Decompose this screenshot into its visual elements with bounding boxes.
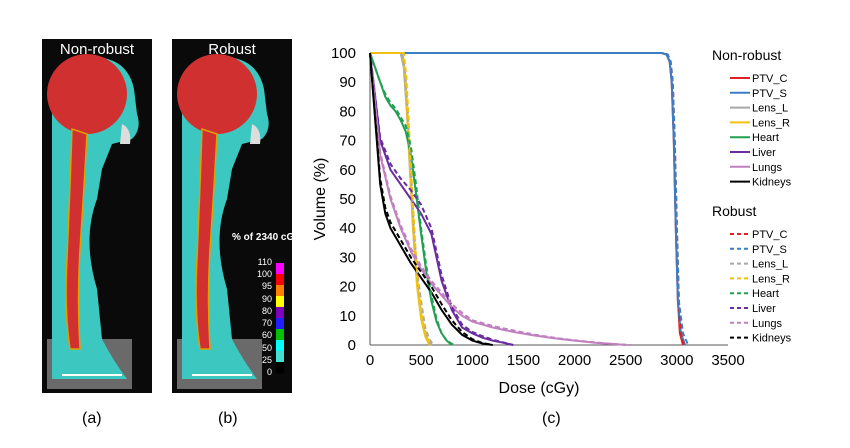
y-tick-label: 0 xyxy=(348,337,356,354)
y-tick-label: 70 xyxy=(339,133,356,150)
colorbar-tick-label: 90 xyxy=(261,293,272,304)
x-tick-label: 0 xyxy=(366,352,374,369)
colorbar-title: % of 2340 cGy xyxy=(232,232,292,243)
series-line-heart xyxy=(369,52,453,346)
legend-entry: Liver xyxy=(752,303,776,315)
legend-title-robust: Robust xyxy=(712,203,756,219)
y-tick-label: 40 xyxy=(339,220,356,237)
legend-entry: PTV_S xyxy=(752,88,787,100)
y-tick-label: 10 xyxy=(339,308,356,325)
series-line-liver xyxy=(369,52,514,346)
legend-entry: Liver xyxy=(752,147,776,159)
panel-a-label: (a) xyxy=(82,410,102,427)
legend-entry: Lens_L xyxy=(752,103,788,115)
legend-entry: Kidneys xyxy=(752,177,792,189)
panel-b-title: Robust xyxy=(208,41,256,58)
series-line-robust-heart xyxy=(369,52,455,346)
dose-image-robust-drawing xyxy=(172,39,292,393)
colorbar-swatch xyxy=(276,318,284,330)
colorbar-tick-label: 70 xyxy=(261,318,272,329)
colorbar-tick-label: 25 xyxy=(261,354,272,365)
y-tick-label: 60 xyxy=(339,162,356,179)
colorbar-tick-label: 60 xyxy=(261,330,272,341)
legend-entry: Heart xyxy=(752,288,779,300)
legend-entry: Lungs xyxy=(752,318,782,330)
series-line-robust-lens-r xyxy=(370,52,433,346)
series-line-lungs xyxy=(369,52,626,346)
colorbar-swatch xyxy=(276,307,284,319)
colorbar-swatch xyxy=(276,274,284,286)
series-line-robust-ptv-s xyxy=(370,52,690,346)
colorbar-swatch xyxy=(276,362,284,374)
y-tick-label: 80 xyxy=(339,103,356,120)
colorbar-tick-label: 100 xyxy=(256,269,272,280)
series-line-lens-l xyxy=(370,52,433,346)
colorbar-tick-label: 110 xyxy=(257,257,272,267)
x-tick-label: 3000 xyxy=(660,352,693,369)
legend-entry: Lens_R xyxy=(752,273,790,285)
x-tick-label: 1500 xyxy=(507,352,540,369)
panel-c-label: (c) xyxy=(542,410,561,427)
x-tick-label: 3500 xyxy=(711,352,744,369)
series-line-robust-kidneys xyxy=(369,52,493,346)
legend-title-nonrobust: Non-robust xyxy=(712,47,781,63)
panel-b-label: (b) xyxy=(218,410,238,427)
series-line-robust-lungs xyxy=(369,52,631,346)
x-tick-label: 2500 xyxy=(609,352,642,369)
y-tick-label: 90 xyxy=(339,74,356,91)
legend-entry: Lungs xyxy=(752,162,782,174)
colorbar-tick-label: 80 xyxy=(261,305,272,316)
colorbar-tick-label: 50 xyxy=(261,342,272,353)
series-line-robust-lens-l xyxy=(370,52,435,346)
legend-entry: Lens_R xyxy=(752,117,790,129)
legend-entry: Kidneys xyxy=(752,333,792,345)
y-tick-label: 100 xyxy=(331,45,356,62)
colorbar-tick-label: 95 xyxy=(261,281,272,292)
legend-entry: PTV_S xyxy=(752,244,787,256)
y-tick-label: 50 xyxy=(339,191,356,208)
x-tick-label: 1000 xyxy=(456,352,489,369)
y-tick-label: 30 xyxy=(339,249,356,266)
x-axis-label: Dose (cGy) xyxy=(499,380,580,397)
x-tick-label: 2000 xyxy=(558,352,591,369)
colorbar-swatch xyxy=(276,285,284,297)
legend-entry: PTV_C xyxy=(752,229,788,241)
dose-image-nonrobust: Non-robust xyxy=(42,39,152,393)
y-axis-label: Volume (%) xyxy=(312,158,329,241)
colorbar-swatch xyxy=(276,263,284,275)
legend-entry: Lens_L xyxy=(752,259,788,271)
dose-image-nonrobust-drawing xyxy=(42,39,152,393)
legend-entry: Heart xyxy=(752,132,779,144)
legend-entry: PTV_C xyxy=(752,73,788,85)
panel-a-title: Non-robust xyxy=(59,41,135,58)
x-tick-label: 500 xyxy=(409,352,434,369)
colorbar-swatch xyxy=(276,351,284,363)
colorbar-swatch xyxy=(276,329,284,341)
series-line-robust-liver xyxy=(369,52,514,346)
colorbar-tick-label: 0 xyxy=(266,367,272,377)
colorbar xyxy=(276,263,284,374)
colorbar-swatch xyxy=(276,296,284,308)
y-tick-label: 20 xyxy=(339,279,356,296)
colorbar-swatch xyxy=(276,340,284,352)
